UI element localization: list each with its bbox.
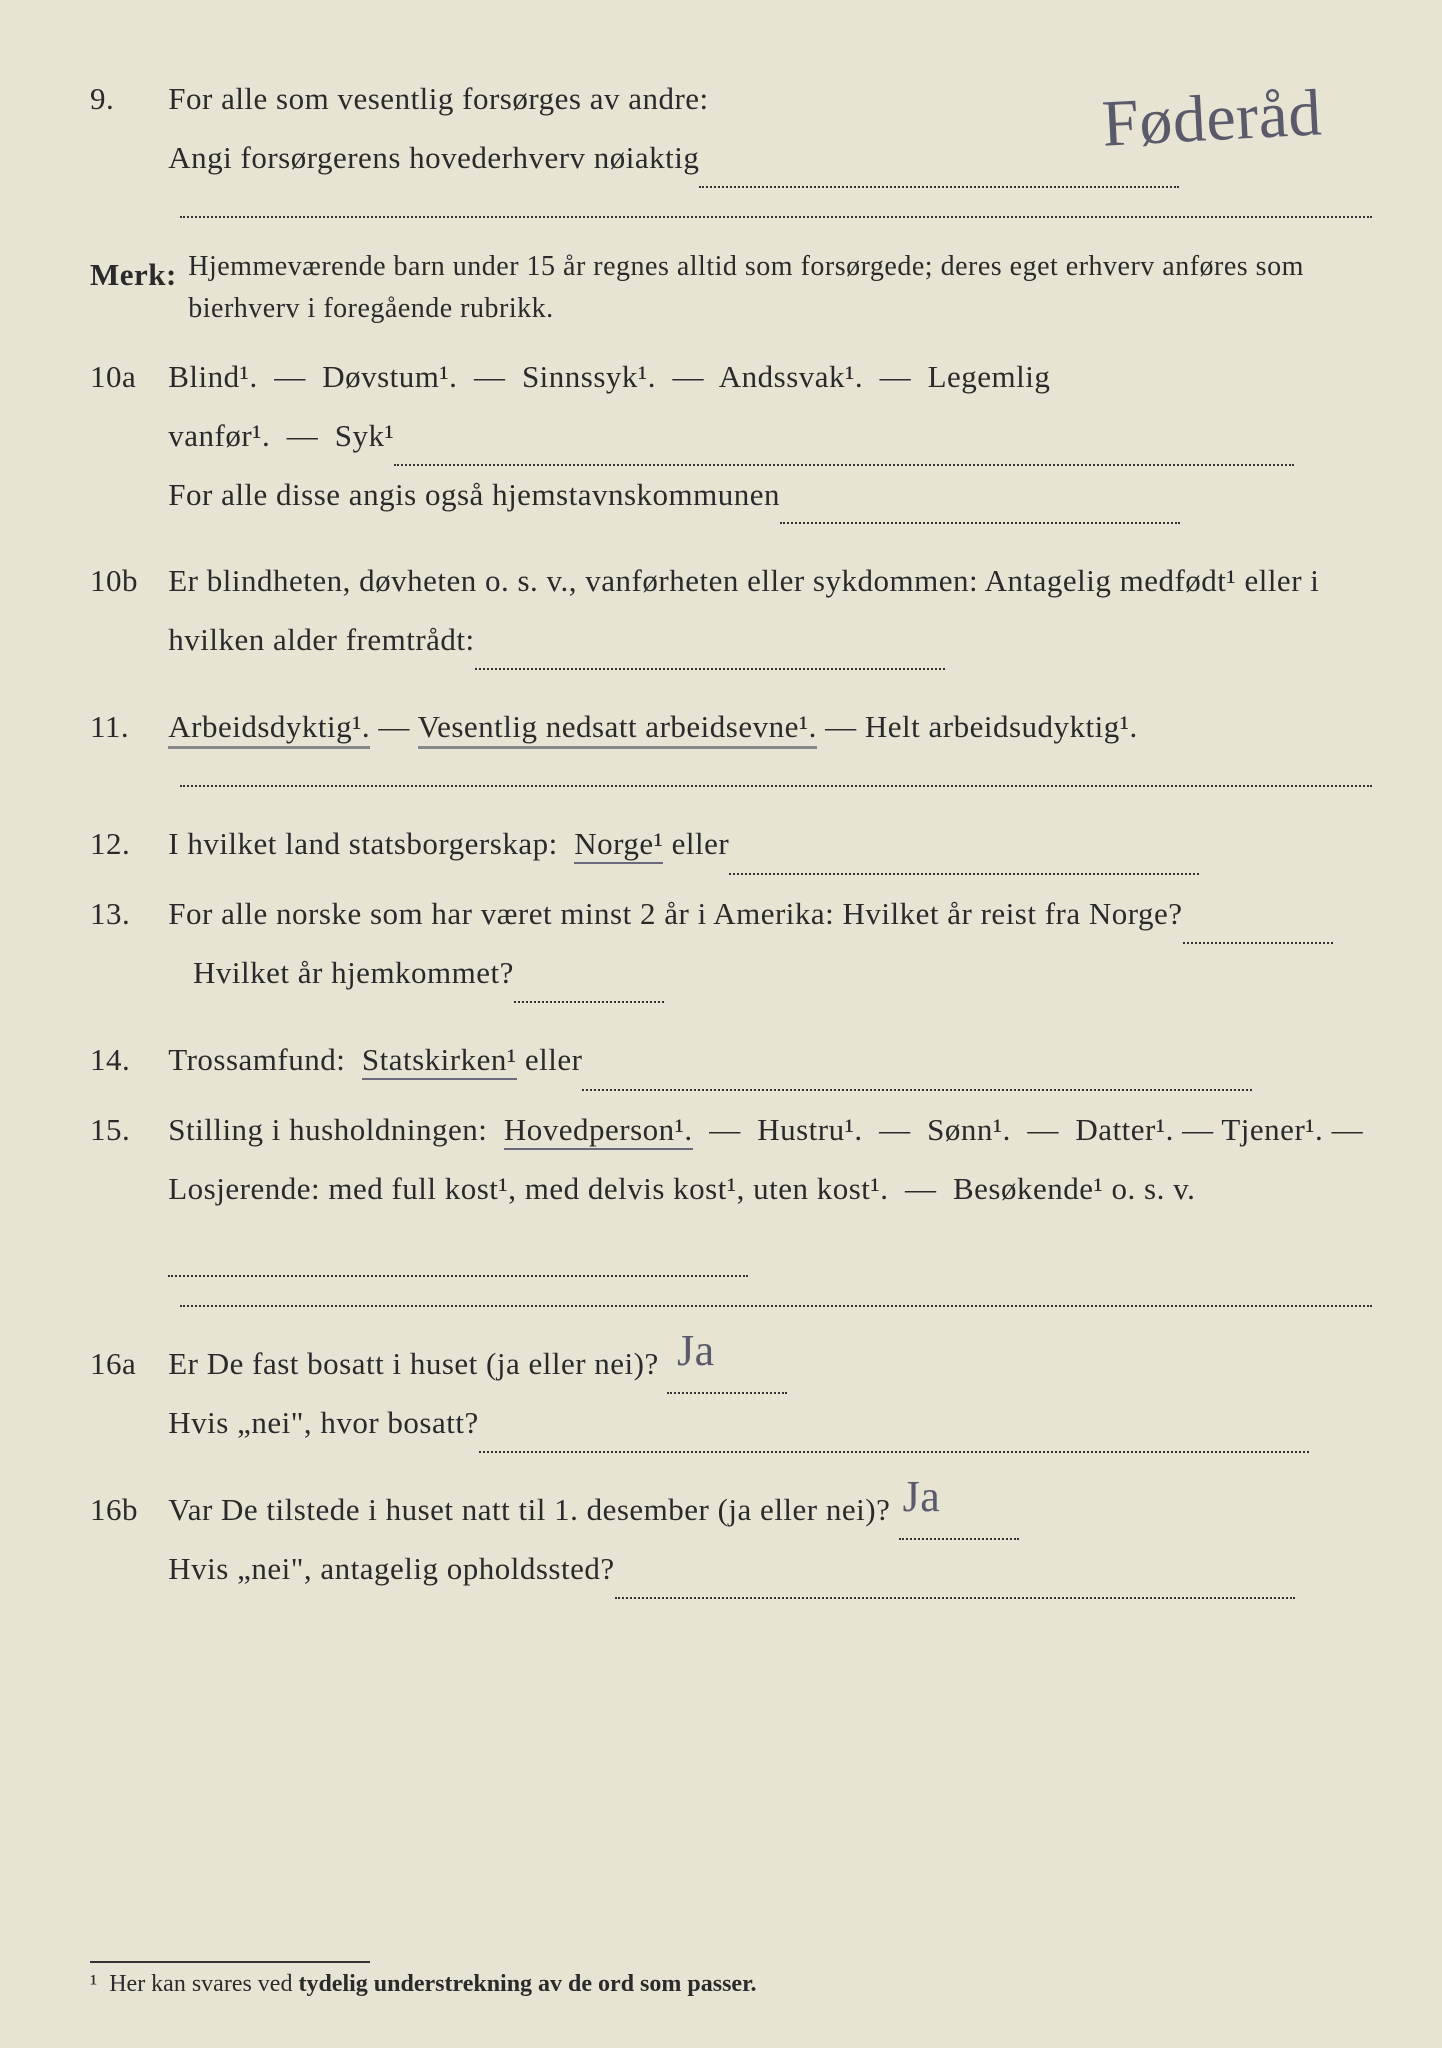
q10a-opt-blind: Blind¹.: [168, 359, 257, 394]
divider: [180, 785, 1372, 787]
q11-opt-arbeidsdyktig: Arbeidsdyktig¹.: [168, 709, 370, 749]
q16b-body: Var De tilstede i huset natt til 1. dese…: [168, 1481, 1370, 1599]
footnote: ¹ Her kan svares ved tydelig understrekn…: [90, 1961, 757, 1998]
question-10a: 10a Blind¹. — Døvstum¹. — Sinnssyk¹. — A…: [90, 348, 1372, 525]
footnote-bold: tydelig understrekning av de ord som pas…: [298, 1971, 756, 1997]
q15-body: Stilling i husholdningen: Hovedperson¹. …: [168, 1101, 1370, 1278]
question-10b: 10b Er blindheten, døvheten o. s. v., va…: [90, 552, 1372, 670]
q16a-num: 16a: [90, 1335, 160, 1394]
q9-handwritten: Føderåd: [1099, 50, 1325, 187]
q15-opt-besokende: Besøkende¹ o. s. v.: [953, 1171, 1195, 1206]
q10a-opt-legemlig: Legemlig: [928, 359, 1051, 394]
q12-option-norge: Norge¹: [574, 826, 663, 864]
q11-opt-udyktig: Helt arbeidsudyktig¹.: [865, 709, 1138, 744]
q10a-opt-dovstum: Døvstum¹.: [322, 359, 457, 394]
q9-line1: For alle som vesentlig forsørges av andr…: [168, 81, 708, 116]
q14-label: Trossamfund:: [168, 1042, 345, 1077]
q15-opt-hustru: Hustru¹.: [757, 1112, 862, 1147]
q12-body: I hvilket land statsborgerskap: Norge¹ e…: [168, 815, 1370, 875]
footnote-rule: [90, 1961, 370, 1963]
q10a-opt-syk: Syk¹: [335, 418, 395, 453]
q15-opt-losjerende: Losjerende: med full kost¹, med delvis k…: [168, 1171, 888, 1206]
q10b-num: 10b: [90, 552, 160, 611]
q16a-handwritten: Ja: [677, 1309, 715, 1393]
q15-opt-sonn: Sønn¹.: [927, 1112, 1011, 1147]
question-16b: 16b Var De tilstede i huset natt til 1. …: [90, 1481, 1372, 1599]
q11-num: 11.: [90, 698, 160, 757]
q12-suffix: eller: [672, 826, 730, 861]
q10b-body: Er blindheten, døvheten o. s. v., vanfør…: [168, 552, 1370, 670]
merk-note: Merk: Hjemmeværende barn under 15 år reg…: [90, 246, 1372, 330]
q15-label: Stilling i husholdningen:: [168, 1112, 487, 1147]
divider: [180, 1305, 1372, 1307]
q10a-line3: For alle disse angis også hjemstavnskomm…: [168, 477, 780, 512]
q10a-opt-vanfor: vanfør¹.: [168, 418, 270, 453]
question-9: 9. For alle som vesentlig forsørges av a…: [90, 70, 1372, 188]
q15-opt-tjener: Tjener¹.: [1221, 1112, 1323, 1147]
q13-text: For alle norske som har været minst 2 år…: [168, 896, 1182, 931]
q11-opt-nedsatt: Vesentlig nedsatt arbeidsevne¹.: [418, 709, 817, 749]
question-13: 13. For alle norske som har været minst …: [90, 885, 1372, 1003]
merk-label: Merk:: [90, 246, 180, 305]
q15-opt-datter: Datter¹.: [1075, 1112, 1174, 1147]
q14-suffix: eller: [525, 1042, 583, 1077]
q12-num: 12.: [90, 815, 160, 874]
q12-text: I hvilket land statsborgerskap:: [168, 826, 557, 861]
q11-body: Arbeidsdyktig¹. — Vesentlig nedsatt arbe…: [168, 698, 1370, 757]
question-12: 12. I hvilket land statsborgerskap: Norg…: [90, 815, 1372, 875]
q14-num: 14.: [90, 1031, 160, 1090]
q10a-opt-sinnssyk: Sinnssyk¹.: [522, 359, 656, 394]
q14-body: Trossamfund: Statskirken¹ eller: [168, 1031, 1370, 1091]
q10a-body: Blind¹. — Døvstum¹. — Sinnssyk¹. — Andss…: [168, 348, 1370, 525]
q15-opt-hovedperson: Hovedperson¹.: [504, 1112, 693, 1150]
q16b-num: 16b: [90, 1481, 160, 1540]
q10a-num: 10a: [90, 348, 160, 407]
q13-body: For alle norske som har været minst 2 år…: [168, 885, 1370, 1003]
question-16a: 16a Er De fast bosatt i huset (ja eller …: [90, 1335, 1372, 1453]
document-page: 9. For alle som vesentlig forsørges av a…: [0, 0, 1442, 1667]
question-14: 14. Trossamfund: Statskirken¹ eller: [90, 1031, 1372, 1091]
q16b-q1: Var De tilstede i huset natt til 1. dese…: [168, 1492, 890, 1527]
q16b-handwritten: Ja: [903, 1455, 941, 1539]
q9-line2: Angi forsørgerens hovederhverv nøiaktig: [168, 140, 699, 175]
q16b-q2: Hvis „nei", antagelig opholdssted?: [168, 1551, 614, 1586]
q9-num: 9.: [90, 70, 160, 129]
divider: [180, 216, 1372, 218]
q14-option-statskirken: Statskirken¹: [362, 1042, 517, 1080]
question-15: 15. Stilling i husholdningen: Hovedperso…: [90, 1101, 1372, 1278]
q16a-q2: Hvis „nei", hvor bosatt?: [168, 1405, 478, 1440]
question-11: 11. Arbeidsdyktig¹. — Vesentlig nedsatt …: [90, 698, 1372, 757]
q16a-body: Er De fast bosatt i huset (ja eller nei)…: [168, 1335, 1370, 1453]
q13-num: 13.: [90, 885, 160, 944]
merk-text: Hjemmeværende barn under 15 år regnes al…: [188, 246, 1370, 330]
footnote-marker: ¹: [90, 1971, 97, 1997]
q16a-q1: Er De fast bosatt i huset (ja eller nei)…: [168, 1346, 658, 1381]
q13-q2: Hvilket år hjemkommet?: [193, 955, 514, 990]
footnote-prefix: Her kan svares ved: [109, 1971, 298, 1997]
q10a-opt-andssvak: Andssvak¹.: [719, 359, 863, 394]
q15-num: 15.: [90, 1101, 160, 1160]
